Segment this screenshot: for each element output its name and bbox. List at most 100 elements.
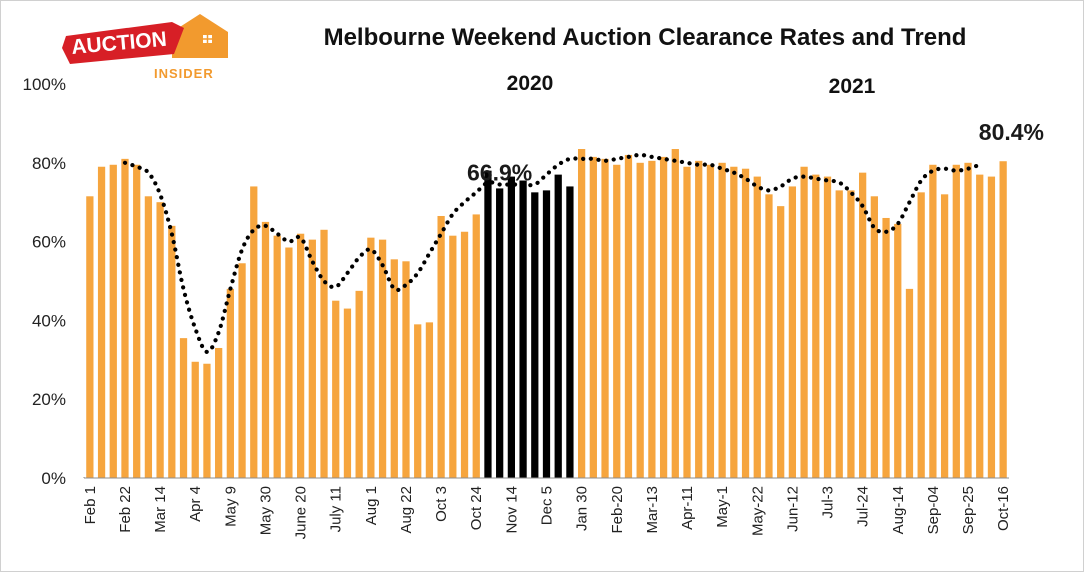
x-tick-label: Aug-14 <box>890 486 907 534</box>
bar <box>870 196 878 479</box>
bar <box>940 194 949 478</box>
x-tick-label: Jan 30 <box>574 486 591 531</box>
x-tick-label: Apr-11 <box>679 486 696 530</box>
bar <box>496 188 504 478</box>
x-tick-label: Oct 24 <box>468 486 485 530</box>
bar <box>531 192 539 478</box>
bar <box>238 263 246 478</box>
bar <box>86 196 94 479</box>
x-tick-label: Apr 4 <box>187 486 204 522</box>
y-tick-label: 100% <box>23 75 66 94</box>
bar <box>308 239 316 478</box>
bar <box>273 235 281 478</box>
logo-house-shape <box>172 14 228 58</box>
bar <box>367 237 375 478</box>
bar <box>835 190 843 478</box>
bar <box>355 290 363 478</box>
logo-word-insider: INSIDER <box>154 66 214 81</box>
bar <box>777 206 785 478</box>
bar <box>788 186 797 478</box>
x-tick-label: Feb 22 <box>117 486 134 533</box>
bar <box>484 170 492 478</box>
bar <box>648 160 656 478</box>
x-tick-label: May 9 <box>222 486 239 527</box>
bar <box>250 186 258 478</box>
trend-path <box>122 152 982 354</box>
annotation-80-4: 80.4% <box>979 119 1044 145</box>
bar <box>203 363 211 478</box>
bar <box>507 176 516 478</box>
trend-line <box>122 152 982 354</box>
annotation-66-9: 66.9% <box>467 159 532 185</box>
x-tick-label: Aug 1 <box>363 486 380 525</box>
bar <box>437 215 445 479</box>
logo-banner <box>62 22 184 64</box>
y-tick-label: 0% <box>41 469 66 488</box>
bar <box>589 156 597 478</box>
bar <box>425 322 434 478</box>
bar <box>168 225 176 478</box>
bar <box>577 149 586 478</box>
x-tick-label: July 11 <box>328 486 345 532</box>
bar <box>566 186 574 478</box>
x-tick-label: Dec 5 <box>539 486 556 525</box>
bar <box>706 164 715 478</box>
x-tick-label: Jun-12 <box>784 486 801 532</box>
x-tick-label: May-1 <box>714 486 731 528</box>
bar <box>741 168 750 478</box>
bar <box>929 164 937 478</box>
bar <box>519 180 527 478</box>
bar <box>390 259 398 478</box>
bar <box>109 164 117 478</box>
bar <box>718 162 726 479</box>
x-tick-label: Aug 22 <box>398 486 415 534</box>
bar <box>894 223 902 478</box>
x-tick-label: Sep-25 <box>960 486 977 534</box>
bar <box>215 347 223 478</box>
annotations: 66.9% 80.4% <box>467 119 1044 185</box>
bar <box>847 190 855 478</box>
x-tick-label: May 30 <box>257 486 274 535</box>
x-tick-label: Sep-04 <box>925 486 942 534</box>
x-axis: Feb 1 Feb 22 Mar 14 Apr 4 May 9 May 30 June 20… <box>82 477 1012 539</box>
bar <box>332 300 340 478</box>
x-tick-label: Oct 3 <box>433 486 450 522</box>
x-tick-label: Oct-16 <box>995 486 1012 531</box>
bar <box>859 172 867 478</box>
x-tick-label: Jul-24 <box>855 486 872 527</box>
bar <box>800 166 808 479</box>
bar <box>460 231 469 478</box>
bar <box>226 288 234 478</box>
bar <box>695 160 703 478</box>
y-tick-label: 20% <box>32 390 66 409</box>
bar <box>156 202 164 478</box>
bar <box>624 154 633 479</box>
y-axis: 0% 20% 40% 60% 80% 100% <box>23 75 66 488</box>
bar <box>753 176 761 478</box>
bar <box>905 288 914 478</box>
bar <box>952 164 960 478</box>
bar <box>179 338 188 478</box>
bar <box>261 221 270 478</box>
auction-insider-logo: AUCTION INSIDER <box>62 14 228 81</box>
bar <box>472 214 480 478</box>
bar <box>343 308 352 478</box>
x-tick-label: Mar-13 <box>644 486 661 534</box>
bar <box>601 158 609 479</box>
bar <box>613 164 621 478</box>
chart-title: Melbourne Weekend Auction Clearance Rate… <box>324 24 967 51</box>
bar <box>999 161 1007 478</box>
bar <box>133 164 141 478</box>
bar <box>121 158 129 479</box>
bar <box>882 217 890 478</box>
y-tick-label: 40% <box>32 311 66 330</box>
bar <box>144 196 153 479</box>
bar <box>659 156 668 478</box>
bar <box>285 247 293 478</box>
bar <box>97 166 106 479</box>
y-tick-label: 80% <box>32 154 66 173</box>
bar <box>320 229 328 478</box>
x-tick-label: Feb-20 <box>609 486 626 534</box>
bar <box>964 162 972 479</box>
